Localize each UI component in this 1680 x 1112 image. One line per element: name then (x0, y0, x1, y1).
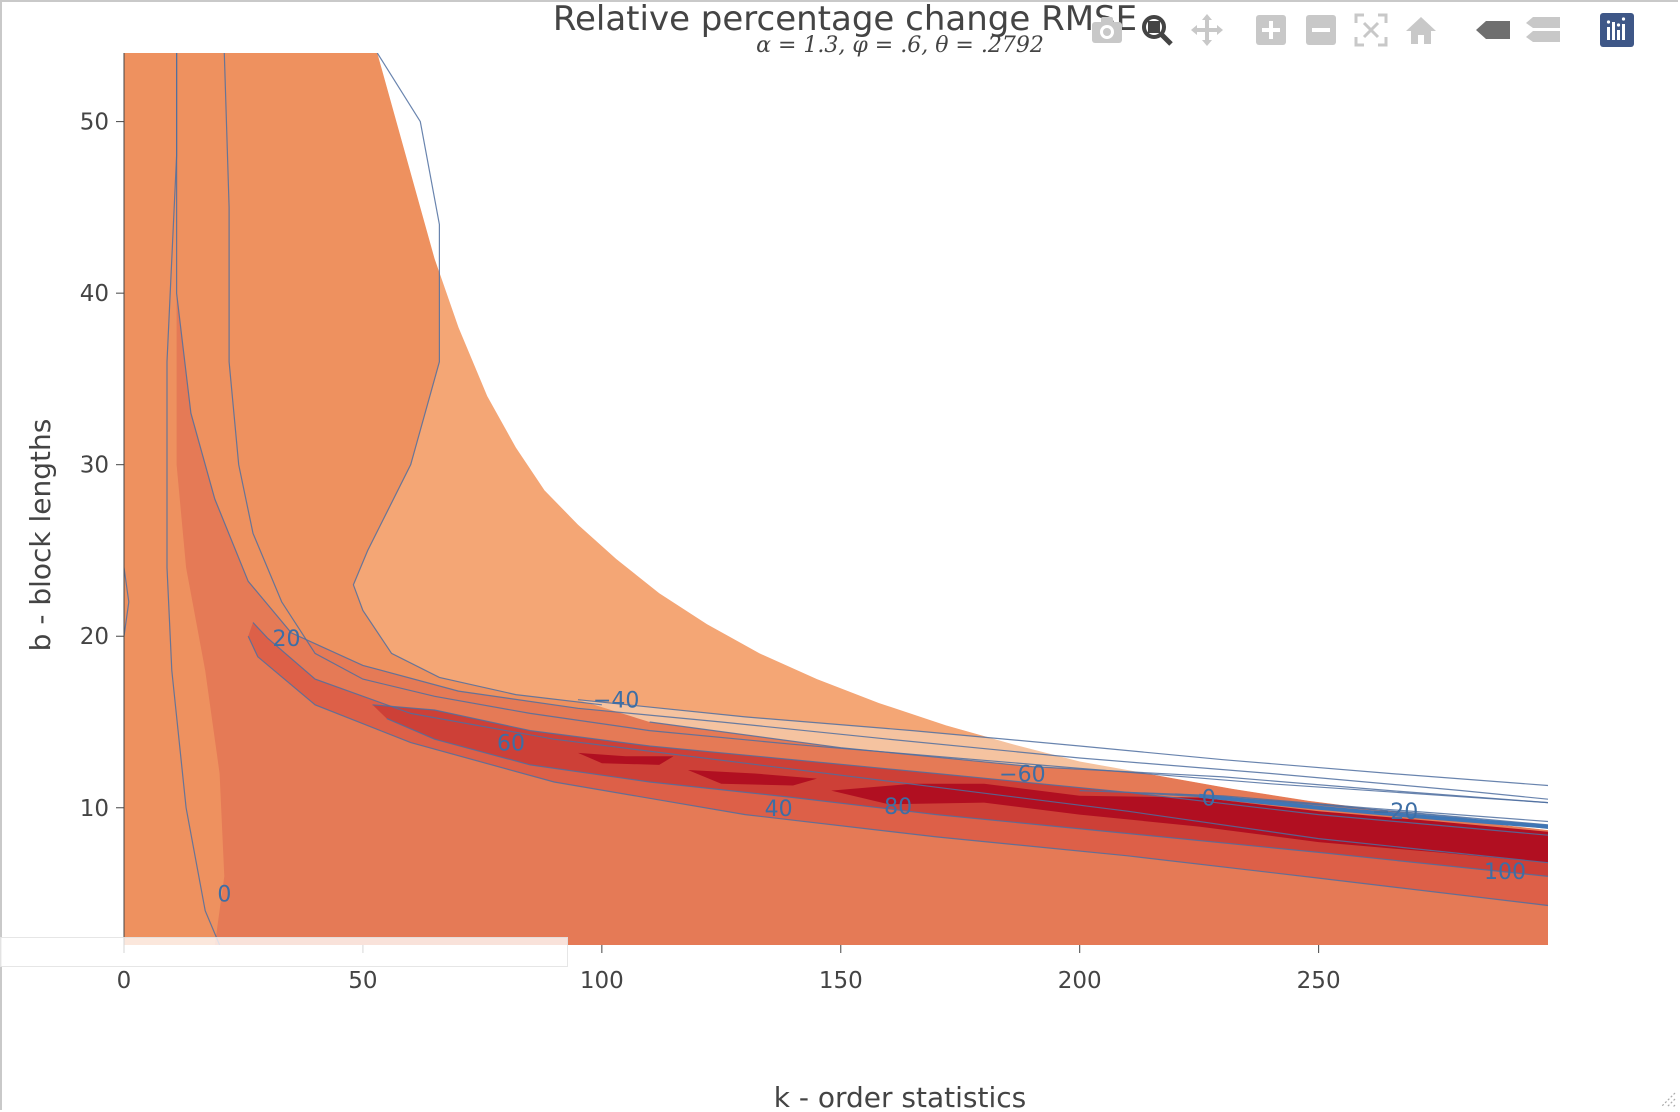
contour-label: −40 (593, 689, 639, 714)
x-tick-label: 50 (348, 968, 377, 994)
spike-lines-button[interactable] (1471, 8, 1515, 52)
zoom-in-icon (1256, 15, 1286, 45)
zoom-button[interactable] (1135, 8, 1179, 52)
zoom-out-icon (1306, 15, 1336, 45)
x-tick-label: 250 (1297, 968, 1341, 994)
contour-line-9 (577, 699, 1548, 787)
zoom-in-button[interactable] (1249, 8, 1293, 52)
y-tick-label: 40 (80, 281, 109, 307)
pan-icon (1191, 14, 1223, 46)
contour-line-3 (166, 53, 221, 945)
home-button[interactable] (1399, 8, 1443, 52)
contour-line-8 (386, 718, 1548, 877)
contour-label: −60 (999, 762, 1045, 787)
contour-lines (124, 53, 1548, 945)
camera-button[interactable] (1085, 8, 1129, 52)
plotly-logo-button[interactable] (1595, 8, 1639, 52)
y-tick-label: 50 (80, 110, 109, 136)
home-icon (1406, 17, 1436, 44)
resize-handle-icon[interactable] (1658, 1090, 1676, 1108)
contour-label: 100 (1484, 860, 1526, 885)
spike-lines-icon (1476, 21, 1510, 39)
contour-line-2 (124, 567, 130, 637)
range-slider[interactable] (0, 937, 568, 967)
contour-label: 80 (884, 795, 912, 820)
contour-label: 60 (497, 732, 525, 757)
contour-line-5 (252, 622, 1548, 864)
x-tick-label: 150 (819, 968, 863, 994)
plot-area[interactable] (124, 53, 1548, 945)
contour-band-minus40 (353, 53, 1548, 831)
y-axis-title: b - block lengths (24, 419, 57, 652)
pan-button[interactable] (1185, 8, 1229, 52)
x-axis-title: k - order statistics (774, 1081, 1027, 1112)
camera-icon (1092, 17, 1122, 43)
autoscale-icon (1354, 13, 1388, 47)
compare-hover-button[interactable] (1521, 8, 1565, 52)
contour-label: 20 (272, 627, 300, 652)
contour-line-4 (223, 53, 1548, 804)
plotly-logo-icon (1600, 13, 1634, 47)
contour-labels: 20 −40 60 40 80 −60 0 −20 100 0 (217, 627, 1526, 908)
x-tick-label: 200 (1058, 968, 1102, 994)
x-tick-label: 0 (117, 968, 132, 994)
y-tick-label: 20 (80, 624, 109, 650)
zoom-out-button[interactable] (1299, 8, 1343, 52)
empty-region (377, 53, 1548, 831)
autoscale-button[interactable] (1349, 8, 1393, 52)
contour-label: −20 (1372, 800, 1418, 825)
contour-line-0 (176, 53, 1548, 800)
contour-line-6 (247, 635, 1548, 907)
contour-label: 0 (1202, 786, 1216, 811)
zoom-icon (1142, 15, 1173, 46)
chart-title: Relative percentage change RMSE (553, 0, 1137, 39)
y-tick-label: 10 (80, 796, 109, 822)
x-tick-label: 100 (580, 968, 624, 994)
contour-line-transition (1199, 793, 1548, 829)
y-tick-label: 30 (80, 453, 109, 479)
contour-line-7 (372, 704, 1548, 836)
contour-band-60 (578, 752, 674, 765)
contour-label: 40 (765, 797, 793, 822)
modebar (1085, 8, 1645, 52)
contour-line-10 (649, 721, 1548, 804)
contour-band-left (124, 53, 225, 945)
contour-band-60b (687, 770, 817, 786)
contour-band-80 (831, 783, 1548, 863)
compare-hover-icon (1526, 17, 1560, 42)
contour-label: 0 (217, 883, 231, 908)
contour-line-1 (352, 53, 602, 706)
chart-subtitle: α = 1.3, φ = .6, θ = .2792 (756, 33, 1044, 58)
